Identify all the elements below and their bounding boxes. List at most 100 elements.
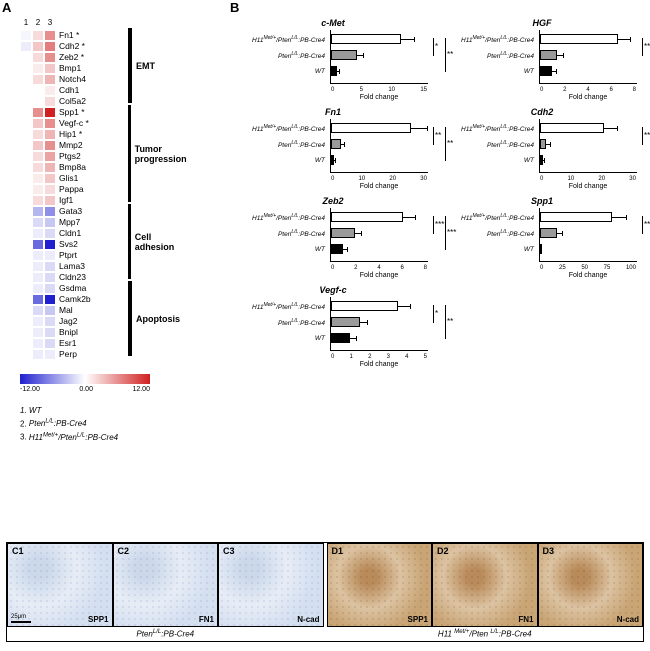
heatmap-columns: 123	[20, 18, 56, 360]
bar	[540, 50, 557, 60]
gene-label: Cdh1	[59, 85, 91, 96]
x-axis-label: Fold change	[539, 183, 637, 190]
y-label: WT	[446, 246, 534, 253]
error-cap	[347, 247, 348, 252]
y-label: H11Met/+/PtenL/L:PB-Cre4	[237, 301, 325, 310]
heatmap-cell	[20, 41, 32, 52]
heatmap-cell	[44, 162, 56, 173]
heatmap-cell	[20, 239, 32, 250]
heatmap-cell	[32, 96, 44, 107]
gene-label: Camk2b	[59, 294, 91, 305]
stain-label: N-cad	[297, 615, 319, 624]
bar	[331, 139, 341, 149]
x-ticks: 02468	[540, 87, 636, 93]
error-bar	[604, 128, 617, 129]
heatmap-row	[20, 349, 56, 360]
heatmap-cell	[32, 294, 44, 305]
y-label: WT	[237, 68, 325, 75]
gene-labels: Fn1 *Cdh2 *Zeb2 *Bmp1Notch4Cdh1Col5a2Spp…	[59, 18, 91, 360]
error-cap	[544, 158, 545, 163]
grad-mid: 0.00	[79, 386, 93, 393]
bar-chart: Vegf-cH11Met/+/PtenL/L:PB-Cre4PtenL/L:PB…	[238, 285, 428, 368]
x-ticks: 02468	[331, 265, 427, 271]
y-label-row: PtenL/L:PB-Cre4	[446, 226, 534, 240]
gene-label: Jag2	[59, 316, 91, 327]
gene-label: Zeb2 *	[59, 52, 91, 63]
micro-row-d: D1SPP1D2FN1D3N-cad	[327, 543, 644, 627]
micro-row-c: C1SPP125μmC2FN1C3N-cad	[7, 543, 324, 627]
bar	[540, 66, 552, 76]
heatmap-row	[20, 206, 56, 217]
y-label: H11Met/+/PtenL/L:PB-Cre4	[237, 212, 325, 221]
panel-a-letter: A	[2, 0, 11, 15]
bar	[331, 34, 401, 44]
heatmap-row	[20, 151, 56, 162]
heatmap-cell	[20, 305, 32, 316]
category-bar	[128, 105, 131, 202]
y-label-row: WT	[237, 242, 325, 256]
significance-12: **	[435, 131, 441, 140]
bar	[540, 123, 604, 133]
bar	[331, 301, 398, 311]
heatmap-cell	[44, 63, 56, 74]
heatmap-row	[20, 228, 56, 239]
heatmap-cell	[44, 41, 56, 52]
heatmap-cell	[20, 173, 32, 184]
error-bar	[612, 217, 626, 218]
heatmap-cell	[20, 129, 32, 140]
heatmap-cell	[20, 118, 32, 129]
heatmap-cell	[32, 316, 44, 327]
gene-label: Cdh2 *	[59, 41, 91, 52]
heatmap-cell	[44, 195, 56, 206]
heatmap-row	[20, 63, 56, 74]
stain-label: SPP1	[408, 615, 428, 624]
heatmap-cell	[44, 140, 56, 151]
heatmap-cell	[20, 349, 32, 360]
y-label: PtenL/L:PB-Cre4	[446, 139, 534, 148]
significance-12: **	[644, 131, 650, 140]
category-bar	[128, 281, 132, 356]
significance-13: **	[447, 317, 453, 326]
heatmap-row	[20, 52, 56, 63]
heatmap-cell	[32, 250, 44, 261]
heatmap-cell	[20, 250, 32, 261]
heatmap: 123 Fn1 *Cdh2 *Zeb2 *Bmp1Notch4Cdh1Col5a…	[20, 18, 228, 360]
y-label-row: WT	[446, 153, 534, 167]
heatmap-cell	[32, 217, 44, 228]
y-label-row: PtenL/L:PB-Cre4	[446, 137, 534, 151]
heatmap-cell	[44, 283, 56, 294]
bar	[331, 228, 355, 238]
heatmap-cell	[44, 272, 56, 283]
error-cap	[339, 69, 340, 74]
y-label-row: WT	[446, 242, 534, 256]
x-ticks: 0102030	[540, 176, 636, 182]
error-bar	[403, 217, 415, 218]
heatmap-cell	[32, 338, 44, 349]
error-bar	[398, 306, 410, 307]
y-label-row: WT	[237, 64, 325, 78]
heatmap-row	[20, 283, 56, 294]
gene-label: Cldn1	[59, 228, 91, 239]
gene-label: Mmp2	[59, 140, 91, 151]
heatmap-cell	[44, 305, 56, 316]
micrograph: C1SPP125μm	[7, 543, 113, 627]
chart-title: c-Met	[238, 18, 428, 28]
heatmap-row	[20, 162, 56, 173]
x-axis-label: Fold change	[539, 272, 637, 279]
y-label-row: H11Met/+/PtenL/L:PB-Cre4	[237, 32, 325, 46]
x-ticks: 051015	[331, 87, 427, 93]
micrograph-row: C1SPP125μmC2FN1C3N-cad PtenL/L:PB-Cre4 D…	[6, 542, 644, 642]
heatmap-cell	[32, 173, 44, 184]
bar	[331, 50, 357, 60]
category-group: EMT	[128, 28, 155, 103]
micro-panel-label: C1	[10, 546, 26, 556]
heatmap-cell	[20, 52, 32, 63]
gene-label: Svs2	[59, 239, 91, 250]
heatmap-cell	[32, 239, 44, 250]
y-label-row: H11Met/+/PtenL/L:PB-Cre4	[237, 121, 325, 135]
heatmap-row	[20, 316, 56, 327]
heatmap-cell	[32, 74, 44, 85]
heatmap-row	[20, 239, 56, 250]
gene-label: Spp1 *	[59, 107, 91, 118]
error-bar	[618, 39, 630, 40]
